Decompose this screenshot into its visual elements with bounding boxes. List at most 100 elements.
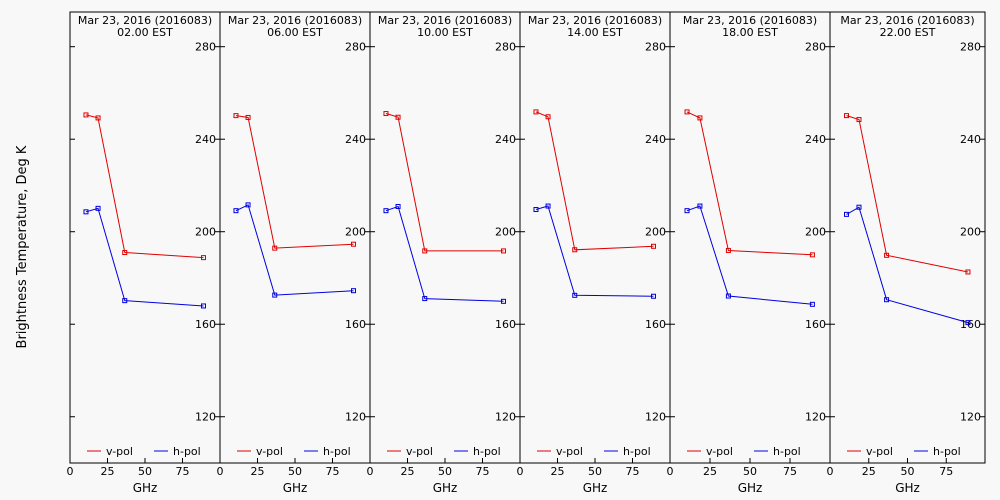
x-axis-title: GHz xyxy=(433,481,458,495)
x-tick-label: 0 xyxy=(517,465,524,478)
y-tick-label: 160 xyxy=(195,318,216,331)
legend-label-v-pol: v-pol xyxy=(406,445,433,458)
y-tick-label: 160 xyxy=(960,318,981,331)
data-point-h-pol xyxy=(422,296,428,302)
y-tick-label: 120 xyxy=(645,411,666,424)
y-tick-label: 280 xyxy=(495,41,516,54)
series-line-v-pol xyxy=(846,115,969,273)
legend-label-v-pol: v-pol xyxy=(556,445,583,458)
data-point-v-pol xyxy=(684,109,690,115)
y-tick-label: 200 xyxy=(805,226,826,239)
series-line-h-pol xyxy=(686,205,813,305)
y-tick-label: 240 xyxy=(960,133,981,146)
panel-title-line: 10.00 EST xyxy=(417,26,473,39)
x-tick-label: 0 xyxy=(367,465,374,478)
y-tick-label: 280 xyxy=(345,41,366,54)
data-point-h-pol xyxy=(572,292,578,298)
data-point-h-pol xyxy=(844,211,850,217)
data-point-v-pol xyxy=(856,117,862,123)
data-point-v-pol xyxy=(201,255,206,261)
data-point-v-pol xyxy=(809,252,815,258)
data-point-h-pol xyxy=(533,207,539,213)
y-tick-label: 120 xyxy=(195,411,216,424)
y-tick-label: 120 xyxy=(495,411,516,424)
y-tick-label: 280 xyxy=(645,41,666,54)
panel-title-line: Mar 23, 2016 (2016083) xyxy=(528,14,662,27)
data-point-h-pol xyxy=(684,208,690,214)
y-axis-title: Brightness Temperature, Deg K xyxy=(15,145,30,349)
y-tick-label: 240 xyxy=(645,133,666,146)
panel-title-line: Mar 23, 2016 (2016083) xyxy=(683,14,817,27)
y-tick-label: 200 xyxy=(960,226,981,239)
series-line-v-pol xyxy=(235,115,354,249)
panel-title-line: 14.00 EST xyxy=(567,26,623,39)
data-point-h-pol xyxy=(272,292,278,298)
data-point-v-pol xyxy=(272,245,278,251)
y-tick-label: 120 xyxy=(960,411,981,424)
legend-label-h-pol: h-pol xyxy=(623,445,651,458)
series-line-h-pol xyxy=(235,204,354,296)
data-point-v-pol xyxy=(651,243,656,249)
legend-label-h-pol: h-pol xyxy=(173,445,201,458)
series-line-v-pol xyxy=(85,114,204,259)
data-point-v-pol xyxy=(533,109,539,115)
x-axis-title: GHz xyxy=(738,481,763,495)
legend-label-h-pol: h-pol xyxy=(773,445,801,458)
x-tick-label: 75 xyxy=(176,465,190,478)
legend-label-v-pol: v-pol xyxy=(106,445,133,458)
data-point-h-pol xyxy=(651,293,656,299)
y-tick-label: 160 xyxy=(345,318,366,331)
x-tick-label: 75 xyxy=(326,465,340,478)
data-point-h-pol xyxy=(245,202,251,208)
data-point-h-pol xyxy=(395,204,401,210)
series-line-h-pol xyxy=(85,207,204,307)
panel-2: Mar 23, 2016 (2016083)06.00 EST 120 160 200… xyxy=(217,11,371,495)
y-tick-label: 200 xyxy=(645,226,666,239)
x-axis-title: GHz xyxy=(895,481,920,495)
legend-label-v-pol: v-pol xyxy=(256,445,283,458)
data-point-h-pol xyxy=(122,298,128,304)
panel-title-line: 18.00 EST xyxy=(722,26,778,39)
data-point-v-pol xyxy=(383,111,389,117)
legend-label-h-pol: h-pol xyxy=(473,445,501,458)
x-tick-label: 50 xyxy=(138,465,152,478)
data-point-v-pol xyxy=(965,269,971,275)
legend-label-v-pol: v-pol xyxy=(866,445,893,458)
x-tick-label: 25 xyxy=(251,465,265,478)
y-tick-label: 280 xyxy=(960,41,981,54)
y-tick-label: 120 xyxy=(805,411,826,424)
data-point-h-pol xyxy=(697,203,703,209)
x-tick-label: 50 xyxy=(438,465,452,478)
data-point-h-pol xyxy=(201,303,206,309)
x-axis-title: GHz xyxy=(283,481,308,495)
data-point-v-pol xyxy=(233,113,239,119)
series-line-h-pol xyxy=(385,205,504,302)
series-line-h-pol xyxy=(846,206,969,324)
panel-title-line: Mar 23, 2016 (2016083) xyxy=(840,14,974,27)
panel-3: Mar 23, 2016 (2016083)10.00 EST 120 160 200… xyxy=(367,11,521,495)
x-axis-title: GHz xyxy=(133,481,158,495)
x-tick-label: 25 xyxy=(703,465,717,478)
data-point-h-pol xyxy=(856,204,862,210)
data-point-v-pol xyxy=(95,115,101,121)
x-tick-label: 0 xyxy=(667,465,674,478)
data-point-h-pol xyxy=(965,320,971,326)
y-tick-label: 240 xyxy=(345,133,366,146)
y-tick-label: 240 xyxy=(495,133,516,146)
panel-1: Mar 23, 2016 (2016083)02.00 EST 120 160 200… xyxy=(67,11,221,495)
x-tick-label: 75 xyxy=(939,465,953,478)
data-point-v-pol xyxy=(844,113,850,119)
panel-title-line: 06.00 EST xyxy=(267,26,323,39)
data-point-v-pol xyxy=(884,252,890,258)
y-tick-label: 200 xyxy=(195,226,216,239)
y-tick-label: 280 xyxy=(805,41,826,54)
panel-title-line: Mar 23, 2016 (2016083) xyxy=(378,14,512,27)
data-point-v-pol xyxy=(501,248,506,254)
data-point-h-pol xyxy=(95,205,101,211)
data-point-h-pol xyxy=(501,298,506,304)
legend-label-h-pol: h-pol xyxy=(323,445,351,458)
data-point-h-pol xyxy=(83,209,89,215)
x-tick-label: 25 xyxy=(101,465,115,478)
panel-title-line: Mar 23, 2016 (2016083) xyxy=(78,14,212,27)
